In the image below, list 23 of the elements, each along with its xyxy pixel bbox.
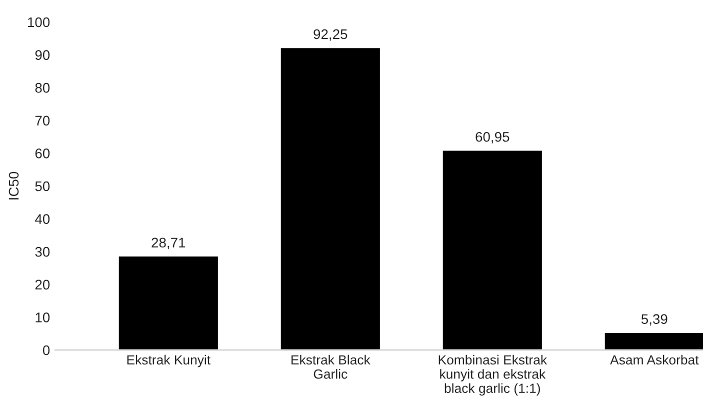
x-tick-label: Kombinasi Ekstrak kunyit dan ekstrak black garlic (1:1): [438, 354, 548, 396]
y-tick-label: 50: [35, 181, 50, 192]
y-tick-label: 10: [36, 312, 50, 322]
y-tick-label: 60: [35, 148, 50, 158]
bar: [117, 255, 220, 350]
data-label: 60,95: [476, 132, 510, 144]
y-tick-label: 20: [35, 280, 50, 290]
y-tick-label: 100: [28, 17, 50, 28]
y-axis-title: IC50: [8, 172, 19, 200]
y-tick-label: 30: [35, 246, 50, 257]
bar: [279, 46, 382, 350]
x-tick-label: Asam Askorbat: [610, 354, 699, 365]
data-label: 5,39: [641, 314, 668, 326]
bar: [441, 149, 544, 350]
y-tick-label: 0: [42, 345, 50, 356]
x-tick-label: Ekstrak Kunyit: [127, 354, 210, 368]
y-tick-label: 70: [35, 116, 50, 126]
data-label: 92,25: [314, 29, 348, 41]
data-label: 28,71: [152, 238, 186, 250]
y-tick-label: 40: [35, 214, 50, 224]
y-tick-label: 90: [35, 50, 50, 60]
y-tick-label: 80: [35, 82, 50, 93]
x-tick-label: Ekstrak Black Garlic: [292, 354, 370, 379]
